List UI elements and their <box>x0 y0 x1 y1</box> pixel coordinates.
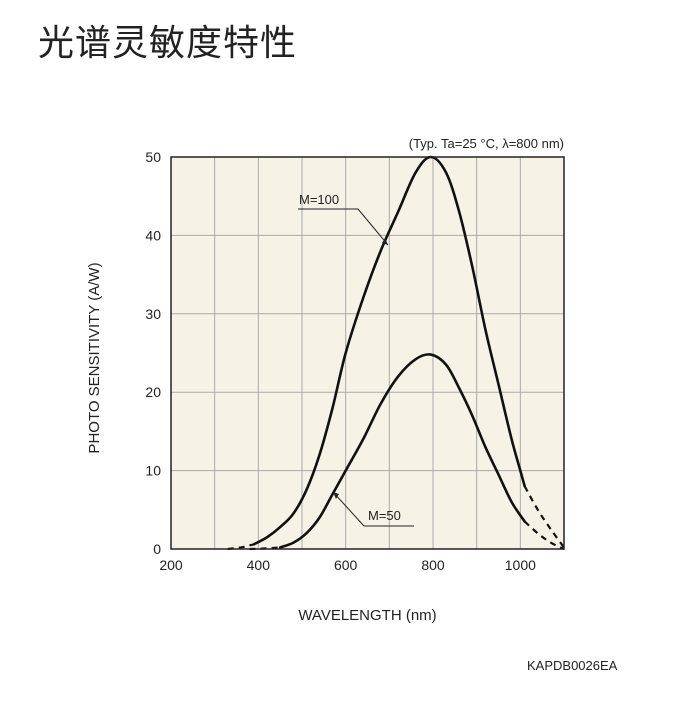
x-tick-label: 600 <box>334 557 358 573</box>
series-line-m100 <box>252 155 526 546</box>
annotation-m50-leader <box>332 491 365 527</box>
y-tick-label: 0 <box>153 541 161 557</box>
y-tick-label: 20 <box>145 384 161 400</box>
annotation-m100-arrow <box>382 238 388 245</box>
annotation-m50-arrow <box>333 492 339 499</box>
annotation-m50: M=50 <box>368 508 401 523</box>
x-axis-label: WAVELENGTH (nm) <box>298 607 436 624</box>
page-title: 光谱灵敏度特性 <box>38 23 298 64</box>
y-tick-label: 50 <box>145 149 161 165</box>
plot-frame <box>170 156 565 550</box>
x-tick-label: 200 <box>159 557 183 573</box>
y-tick-label: 30 <box>145 306 161 322</box>
y-tick-label: 10 <box>145 463 161 479</box>
x-tick-label: 800 <box>421 557 445 573</box>
series-dashed-m100 <box>523 485 565 549</box>
conditions-label: (Typ. Ta=25 °C, λ=800 nm) <box>409 136 564 151</box>
y-axis-label: PHOTO SENSITIVITY (A/W) <box>86 262 103 453</box>
series-dashed-m50 <box>523 520 565 550</box>
series-line-m50 <box>278 353 526 549</box>
x-tick-label: 1000 <box>505 557 536 573</box>
tick-labels: 200 400 600 800 1000 0 10 20 30 40 50 <box>145 149 536 573</box>
annotation-m100: M=100 <box>299 192 339 207</box>
y-tick-label: 40 <box>145 227 161 243</box>
annotation-m100-leader <box>357 208 389 246</box>
plot-area <box>171 157 564 549</box>
document-code: KAPDB0026EA <box>527 658 618 673</box>
annotations: M=100 M=50 <box>298 192 414 527</box>
x-tick-label: 400 <box>247 557 271 573</box>
